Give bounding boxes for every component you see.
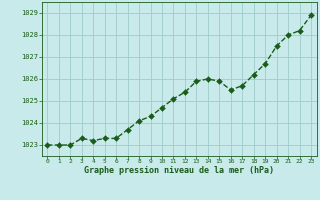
X-axis label: Graphe pression niveau de la mer (hPa): Graphe pression niveau de la mer (hPa) xyxy=(84,166,274,175)
